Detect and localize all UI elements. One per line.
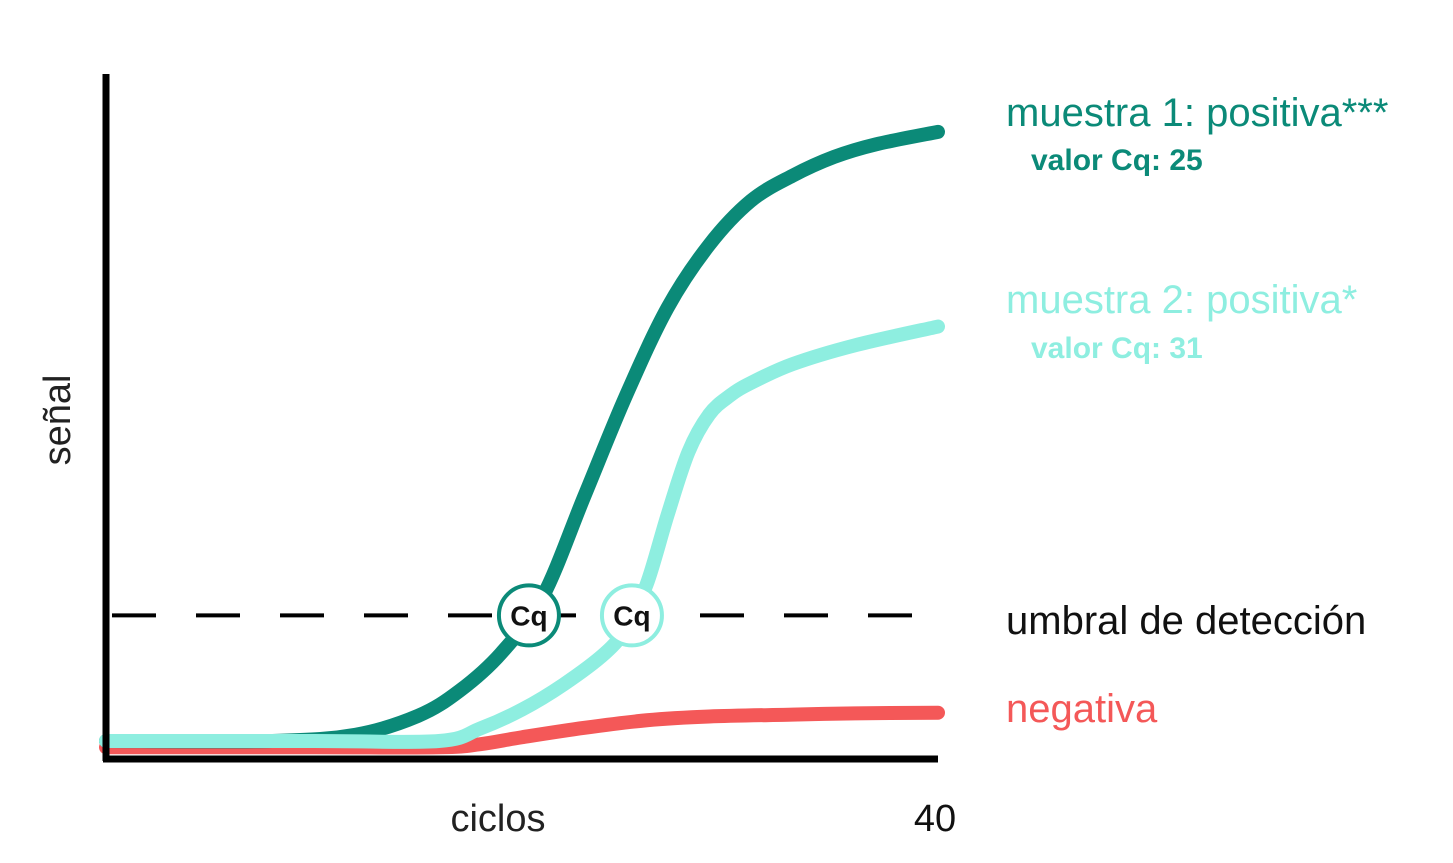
series-label-muestra-1: muestra 1: positiva***: [1006, 91, 1388, 135]
cq-marker-1: Cq: [496, 583, 561, 648]
series-line-muestra-1: [99, 124, 945, 749]
series-layer: [99, 124, 945, 755]
cq-marker-label: Cq: [510, 600, 547, 631]
series-line-muestra-2: [99, 319, 945, 749]
series-label-muestra-2: muestra 2: positiva*: [1006, 278, 1357, 322]
x-tick-label: 40: [914, 798, 956, 840]
cq-marker-circle: [599, 583, 664, 648]
x-axis-title: ciclos: [450, 798, 545, 840]
threshold-label: umbral de detección: [1006, 599, 1366, 643]
y-axis-title: señal: [37, 375, 79, 466]
cq-marker-2: Cq: [599, 583, 664, 648]
series-label-negativa: negativa: [1006, 687, 1158, 731]
series-sublabel-muestra-2: valor Cq: 31: [1031, 332, 1203, 365]
cq-marker-circle: [496, 583, 561, 648]
cq-marker-layer: Cq Cq: [496, 583, 664, 648]
series-sublabel-muestra-1: valor Cq: 25: [1031, 144, 1203, 177]
cq-marker-label: Cq: [613, 600, 650, 631]
